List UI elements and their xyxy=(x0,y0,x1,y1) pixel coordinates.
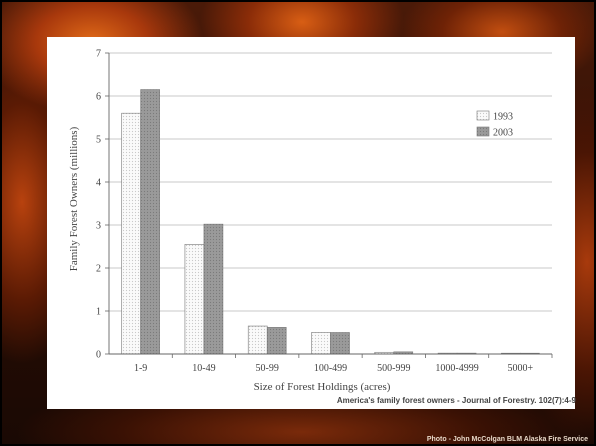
bar-1993-50-99 xyxy=(247,325,268,355)
x-tick-label: 50-99 xyxy=(256,363,279,374)
legend-swatch-2003 xyxy=(476,126,490,137)
citation-text: America's family forest owners - Journal… xyxy=(336,396,576,405)
bar-chart: 0 1 2 3 4 5 6 7 1-9 10-49 50-99 100-499 500-999 1000-… xyxy=(68,49,553,393)
bar-2003-10-49 xyxy=(203,223,224,355)
y-tick-label: 0 xyxy=(96,350,101,361)
y-tick-label: 5 xyxy=(96,135,101,146)
bar-2003-1-9 xyxy=(140,89,160,355)
photo-credit: Photo - John McColgan BLM Alaska Fire Se… xyxy=(426,436,588,443)
y-axis-label: Family Forest Owners (millions) xyxy=(68,126,80,271)
legend-label-1993: 1993 xyxy=(493,112,513,123)
x-tick-label: 1-9 xyxy=(134,363,147,374)
legend-swatch-1993 xyxy=(476,110,490,121)
x-tick-label: 1000-4999 xyxy=(435,363,478,374)
y-tick-label: 6 xyxy=(96,92,101,103)
bar-1993-10-49 xyxy=(184,244,205,355)
y-tick-label: 1 xyxy=(96,307,101,318)
bar-2003-100-499 xyxy=(330,332,350,355)
bar-1993-100-499 xyxy=(311,332,331,355)
legend-label-2003: 2003 xyxy=(493,128,513,139)
x-tick-label: 5000+ xyxy=(508,363,534,374)
y-tick-label: 2 xyxy=(96,264,101,275)
bar-1993-1-9 xyxy=(121,112,141,355)
bar-2003-50-99 xyxy=(266,327,287,355)
y-tick-label: 7 xyxy=(96,49,101,60)
x-axis-label: Size of Forest Holdings (acres) xyxy=(254,381,391,393)
y-tick-label: 4 xyxy=(96,178,101,189)
x-tick-label: 500-999 xyxy=(377,363,410,374)
y-tick-label: 3 xyxy=(96,221,101,232)
chart-panel: 0 1 2 3 4 5 6 7 1-9 10-49 50-99 100-499 500-999 1000-… xyxy=(47,37,575,409)
x-tick-label: 10-49 xyxy=(192,363,215,374)
x-tick-label: 100-499 xyxy=(314,363,347,374)
